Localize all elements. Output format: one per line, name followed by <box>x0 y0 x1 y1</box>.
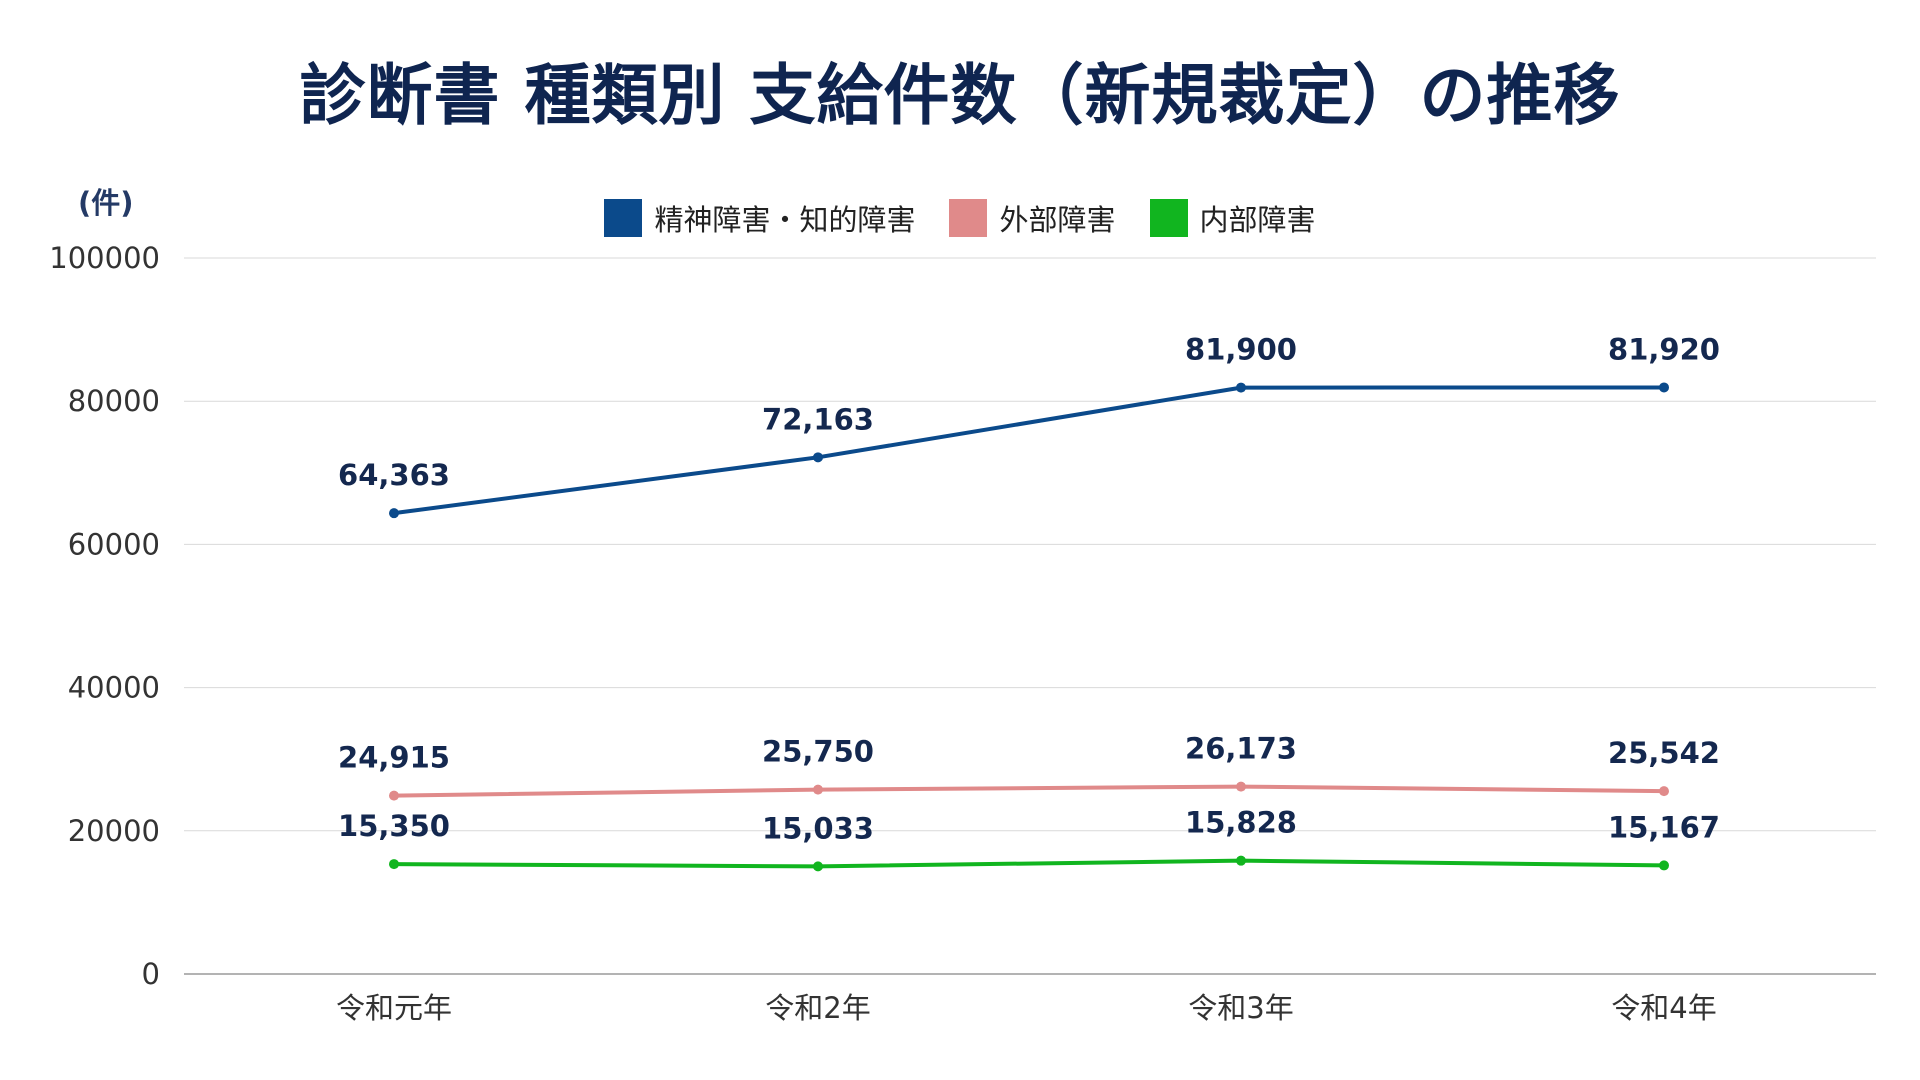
legend-swatch-series-2 <box>949 199 988 237</box>
legend-swatch-series-1 <box>604 199 643 237</box>
data-label: 24,915 <box>338 741 450 775</box>
series-line-2 <box>392 784 1666 798</box>
legend-item-series-3: 内部障害 <box>1149 197 1316 239</box>
data-label: 15,350 <box>338 809 450 843</box>
data-point <box>1659 382 1669 393</box>
y-axis-ticks: 0 20000 40000 60000 80000 100000 <box>49 241 160 991</box>
series-lines <box>389 382 1669 872</box>
data-point <box>813 784 823 795</box>
data-labels: 64,363 72,163 81,900 81,920 24,915 25,750 26,1… <box>338 332 1720 845</box>
data-point <box>813 452 823 463</box>
x-tick-label: 令和2年 <box>765 991 870 1025</box>
data-point <box>1236 781 1246 792</box>
chart-title: 診断書 種類別 支給件数（新規裁定）の推移 <box>299 57 1621 134</box>
data-point <box>1236 382 1246 393</box>
data-point <box>1659 786 1669 797</box>
data-point <box>389 790 399 801</box>
legend-label-series-1: 精神障害・知的障害 <box>654 203 916 237</box>
grid-lines <box>184 257 1876 975</box>
data-point <box>813 861 823 872</box>
y-tick-label: 20000 <box>68 814 160 848</box>
data-label: 81,920 <box>1608 332 1720 366</box>
legend-label-series-2: 外部障害 <box>999 203 1116 237</box>
x-axis-ticks: 令和元年 令和2年 令和3年 令和4年 <box>336 991 1717 1025</box>
data-label: 25,542 <box>1608 736 1720 770</box>
series-line-1 <box>392 385 1666 516</box>
y-axis-unit-label: (件) <box>78 186 134 220</box>
x-tick-label: 令和4年 <box>1611 991 1716 1025</box>
data-point <box>389 859 399 870</box>
data-point <box>1236 855 1246 866</box>
y-tick-label: 100000 <box>49 241 160 275</box>
data-label: 15,167 <box>1608 810 1720 844</box>
data-label: 15,828 <box>1185 806 1297 840</box>
y-tick-label: 60000 <box>68 527 160 561</box>
legend-item-series-2: 外部障害 <box>949 197 1116 239</box>
legend-label-series-3: 内部障害 <box>1199 203 1316 237</box>
x-tick-label: 令和3年 <box>1188 991 1293 1025</box>
y-tick-label: 40000 <box>68 671 160 705</box>
data-label: 64,363 <box>338 458 450 492</box>
data-label: 72,163 <box>762 402 874 436</box>
chart-legend: 精神障害・知的障害 外部障害 内部障害 <box>0 197 1920 239</box>
data-label: 81,900 <box>1185 333 1297 367</box>
legend-item-series-1: 精神障害・知的障害 <box>604 197 915 239</box>
series-line-3 <box>392 858 1666 869</box>
data-label: 26,173 <box>1185 732 1297 766</box>
data-point <box>389 508 399 519</box>
x-tick-label: 令和元年 <box>336 991 452 1025</box>
data-label: 25,750 <box>762 735 874 769</box>
y-tick-label: 0 <box>142 957 160 991</box>
data-point <box>1659 860 1669 871</box>
legend-swatch-series-3 <box>1149 199 1188 237</box>
data-label: 15,033 <box>762 811 874 845</box>
y-tick-label: 80000 <box>68 384 160 418</box>
